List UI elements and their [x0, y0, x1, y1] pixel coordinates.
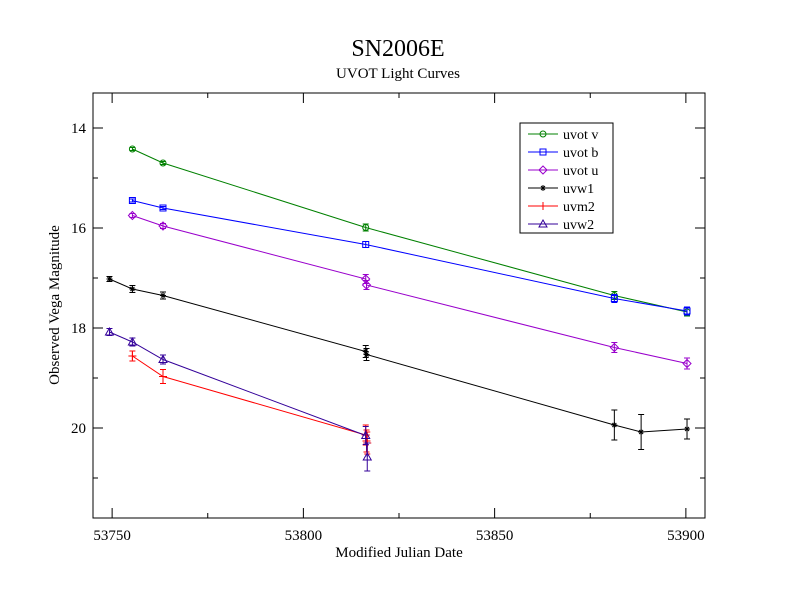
data-point	[159, 292, 166, 299]
data-point	[540, 185, 546, 191]
data-point	[638, 429, 645, 435]
legend-label: uvot u	[563, 164, 598, 179]
data-point	[362, 241, 370, 248]
series-line	[132, 355, 368, 444]
error-bar	[129, 198, 136, 203]
data-point	[362, 224, 370, 231]
series-line	[109, 278, 688, 433]
data-point	[682, 358, 692, 369]
data-point	[360, 430, 371, 439]
data-point	[128, 197, 136, 204]
legend-item: uvot v	[528, 128, 598, 143]
error-bar	[159, 161, 166, 165]
y-axis-label: Observed Vega Magnitude	[47, 225, 63, 385]
data-point	[539, 130, 547, 138]
data-point	[159, 204, 167, 212]
data-point	[538, 218, 548, 228]
series-layer	[104, 145, 692, 472]
legend-label: uvw2	[563, 218, 594, 233]
legend-label: uvot v	[563, 128, 598, 143]
y-tick-label: 20	[71, 421, 86, 437]
data-point	[363, 351, 370, 358]
data-point	[158, 372, 167, 381]
data-point	[104, 326, 115, 336]
series-uvot-b	[128, 197, 691, 316]
legend-item: uvw1	[528, 182, 594, 197]
y-tick-label: 18	[71, 321, 86, 337]
legend-item: uvot b	[528, 146, 598, 161]
y-tick-label: 16	[71, 221, 87, 237]
error-bar	[364, 442, 371, 472]
data-point	[361, 280, 372, 290]
legend-label: uvot b	[563, 146, 598, 161]
data-point	[128, 145, 136, 153]
data-point	[128, 352, 137, 360]
x-tick-label: 53850	[476, 528, 514, 544]
series-uvot-v	[128, 145, 691, 317]
data-point	[159, 159, 167, 167]
data-point	[610, 295, 618, 302]
x-tick-label: 53800	[285, 528, 323, 544]
series-uvm2	[128, 350, 372, 455]
axis-ticks: 53750 53800 53850 53900 14 16 18 20	[71, 93, 705, 544]
x-tick-label: 53900	[667, 528, 705, 544]
data-point	[106, 276, 113, 282]
error-bar	[362, 223, 369, 232]
series-line	[132, 215, 688, 364]
data-point	[127, 210, 138, 221]
x-axis-label: Modified Julian Date	[335, 545, 463, 561]
data-point	[362, 348, 369, 355]
chart-title: SN2006E	[351, 36, 444, 62]
legend-item: uvw2	[528, 218, 594, 233]
data-point	[684, 426, 691, 432]
data-point	[683, 307, 691, 315]
data-point	[127, 336, 138, 346]
chart-subtitle: UVOT Light Curves	[336, 66, 460, 82]
data-point	[158, 354, 168, 363]
x-tick-label: 53750	[93, 528, 131, 544]
legend-item: uvot u	[528, 164, 598, 179]
y-tick-label: 14	[71, 121, 87, 137]
legend-label: uvm2	[563, 200, 595, 215]
data-point	[362, 451, 373, 461]
legend: uvot v uvot b uvot u uvw1 uvm2 uvw2	[519, 122, 614, 234]
data-point	[361, 274, 371, 284]
data-point	[611, 422, 618, 428]
data-point	[129, 286, 136, 292]
data-point	[538, 165, 548, 175]
series-line	[109, 331, 368, 458]
series-uvw1	[106, 276, 691, 450]
data-point	[609, 342, 620, 353]
data-point	[158, 221, 168, 231]
data-point	[539, 148, 547, 156]
legend-label: uvw1	[563, 182, 594, 197]
series-uvot-u	[127, 210, 692, 370]
error-bar	[129, 147, 136, 151]
legend-item: uvm2	[528, 200, 595, 215]
series-uvw2	[104, 326, 373, 472]
error-bar	[159, 206, 166, 210]
data-point	[539, 202, 547, 210]
legend-box	[519, 122, 614, 234]
